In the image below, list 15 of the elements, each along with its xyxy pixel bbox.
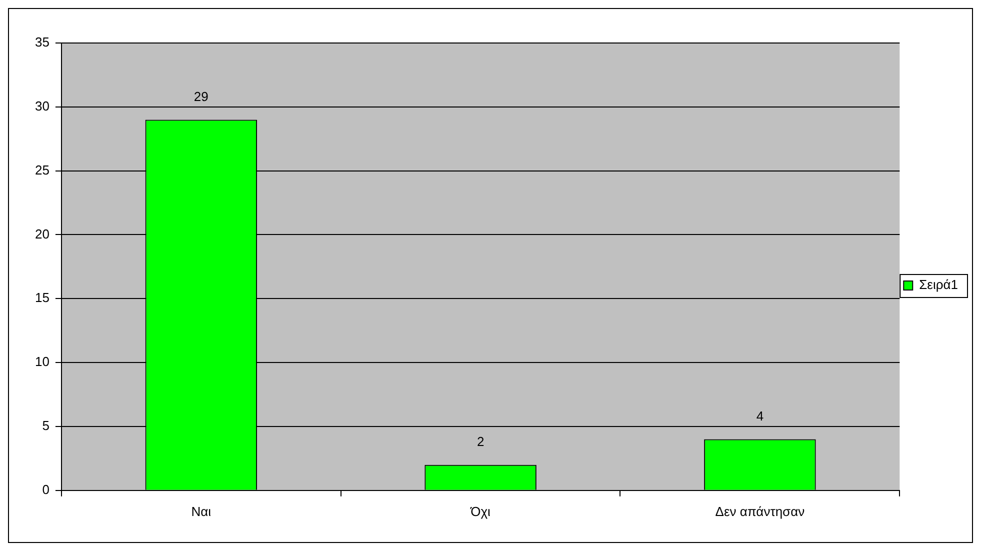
legend-label: Σειρά1 [919, 277, 958, 292]
y-tick-label: 30 [34, 98, 50, 114]
y-tick-label: 15 [34, 290, 50, 306]
x-tick-label: Ναι [191, 504, 212, 519]
y-tick-label: 0 [42, 482, 50, 497]
data-label: 2 [476, 434, 484, 449]
x-tick-label: Όχι [470, 504, 491, 519]
x-tick-label: Δεν απάντησαν [715, 504, 805, 519]
y-tick-label: 10 [34, 354, 50, 370]
data-label: 4 [756, 408, 764, 424]
y-tick-label: 35 [34, 34, 50, 50]
data-label: 29 [194, 88, 208, 104]
y-tick-label: 20 [34, 226, 50, 242]
y-tick-label: 25 [34, 162, 50, 178]
y-tick-label: 5 [42, 418, 50, 434]
